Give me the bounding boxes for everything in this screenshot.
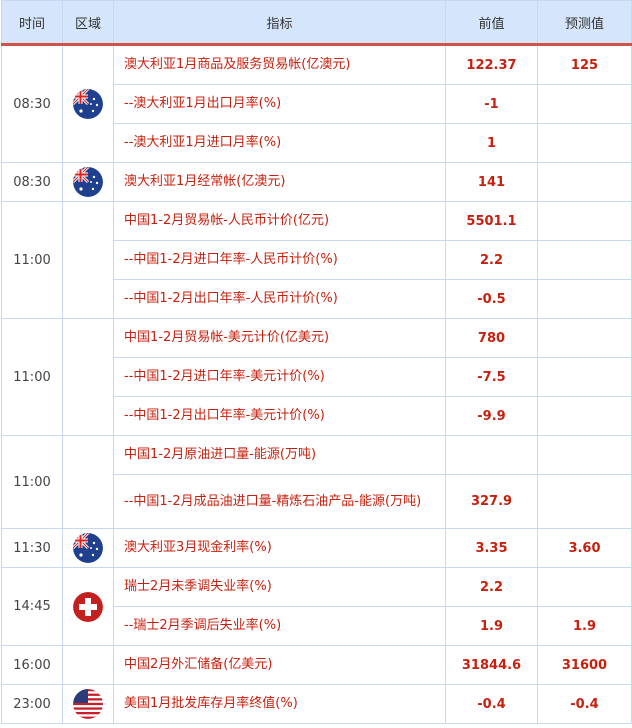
region-cell [62, 162, 114, 202]
indicator-name[interactable]: 中国1-2月贸易帐-人民币计价(亿元) [113, 201, 446, 241]
header-previous: 前值 [445, 0, 538, 46]
forecast-value [537, 474, 632, 529]
australia-flag-icon [73, 89, 103, 119]
event-time: 08:30 [1, 162, 63, 202]
table-row: 14:45 瑞士2月未季调失业率(%) 2.2 [1, 567, 632, 646]
table-row: 11:00 中国1-2月原油进口量-能源(万吨) [1, 435, 632, 529]
indicator-name[interactable]: --中国1-2月进口年率-人民币计价(%) [113, 240, 446, 280]
table-row: 08:30 澳大利亚1月经常帐(亿澳元) 141 [1, 162, 632, 202]
event-time: 08:30 [1, 44, 63, 163]
previous-value: -7.5 [445, 357, 538, 397]
indicator-name[interactable]: 中国1-2月原油进口量-能源(万吨) [113, 435, 446, 475]
previous-value: 5501.1 [445, 201, 538, 241]
previous-value: 31844.6 [445, 645, 538, 685]
indicator-name[interactable]: --中国1-2月进口年率-美元计价(%) [113, 357, 446, 397]
region-cell [62, 645, 114, 685]
event-time: 11:30 [1, 528, 63, 568]
previous-value: 141 [445, 162, 538, 202]
indicator-name[interactable]: 中国2月外汇储备(亿美元) [113, 645, 446, 685]
table-row: --中国1-2月出口年率-人民币计价(%) -0.5 [2, 279, 632, 319]
forecast-value [537, 201, 632, 241]
forecast-value: 3.60 [537, 528, 632, 568]
forecast-value [537, 240, 632, 280]
table-row: --澳大利亚1月进口月率(%) 1 [2, 123, 632, 163]
forecast-value [537, 567, 632, 607]
previous-value: -0.4 [445, 684, 538, 724]
region-cell [62, 201, 114, 319]
header-indicator: 指标 [113, 0, 446, 46]
event-time: 11:00 [1, 435, 63, 529]
event-time: 11:00 [1, 201, 63, 319]
indicator-name[interactable]: 中国1-2月贸易帐-美元计价(亿美元) [113, 318, 446, 358]
indicator-name[interactable]: --中国1-2月成品油进口量-精炼石油产品-能源(万吨) [113, 474, 446, 529]
event-time: 16:00 [1, 645, 63, 685]
forecast-value: 31600 [537, 645, 632, 685]
table-row: 11:00 中国1-2月贸易帐-美元计价(亿美元) 780 [1, 318, 632, 436]
header-forecast: 预测值 [537, 0, 632, 46]
event-time: 23:00 [1, 684, 63, 724]
previous-value: -9.9 [445, 396, 538, 436]
indicator-name[interactable]: --瑞士2月季调后失业率(%) [113, 606, 446, 646]
previous-value: 1 [445, 123, 538, 163]
forecast-value [537, 84, 632, 124]
previous-value [445, 435, 538, 475]
header-region: 区域 [62, 0, 114, 46]
header-time: 时间 [1, 0, 63, 46]
forecast-value [537, 435, 632, 475]
previous-value: 2.2 [445, 567, 538, 607]
indicator-name[interactable]: 澳大利亚1月商品及服务贸易帐(亿澳元) [113, 44, 446, 85]
table-row: 11:00 中国1-2月贸易帐-人民币计价(亿元) 5501.1 [1, 201, 632, 319]
previous-value: 2.2 [445, 240, 538, 280]
indicator-name[interactable]: 美国1月批发库存月率终值(%) [113, 684, 446, 724]
indicator-name[interactable]: 瑞士2月未季调失业率(%) [113, 567, 446, 607]
table-row: 08:30 澳大利亚1月商品及服务贸易帐(亿澳元) 122.37 125 [1, 44, 632, 163]
switzerland-flag-icon [73, 591, 103, 622]
forecast-value [537, 123, 632, 163]
header-row: 时间 区域 指标 前值 预测值 [1, 0, 632, 46]
previous-value: 327.9 [445, 474, 538, 529]
forecast-value [537, 318, 632, 358]
region-cell [62, 567, 114, 646]
forecast-value: 125 [537, 44, 632, 85]
indicator-name[interactable]: 澳大利亚1月经常帐(亿澳元) [113, 162, 446, 202]
forecast-value: 1.9 [537, 606, 632, 646]
indicator-name[interactable]: --澳大利亚1月出口月率(%) [113, 84, 446, 124]
table-row: --中国1-2月出口年率-美元计价(%) -9.9 [2, 396, 632, 436]
forecast-value [537, 162, 632, 202]
table-row: 23:00 美国1月批发库存月率终值(%) -0.4 -0.4 [1, 684, 632, 724]
event-time: 14:45 [1, 567, 63, 646]
forecast-value: -0.4 [537, 684, 632, 724]
indicator-name[interactable]: 澳大利亚3月现金利率(%) [113, 528, 446, 568]
region-cell [62, 684, 114, 724]
forecast-value [537, 357, 632, 397]
region-cell [62, 44, 114, 163]
previous-value: 122.37 [445, 44, 538, 85]
previous-value: -0.5 [445, 279, 538, 319]
indicator-name[interactable]: --中国1-2月出口年率-美元计价(%) [113, 396, 446, 436]
table-row: 11:30 澳大利亚3月现金利率(%) 3.35 3.60 [1, 528, 632, 568]
event-time: 11:00 [1, 318, 63, 436]
previous-value: 780 [445, 318, 538, 358]
indicator-name[interactable]: --中国1-2月出口年率-人民币计价(%) [113, 279, 446, 319]
australia-flag-icon [73, 167, 103, 197]
previous-value: 3.35 [445, 528, 538, 568]
region-cell [62, 528, 114, 568]
region-cell [62, 435, 114, 529]
usa-flag-icon [73, 689, 103, 719]
previous-value: -1 [445, 84, 538, 124]
table-row: --中国1-2月成品油进口量-精炼石油产品-能源(万吨) 327.9 [2, 474, 632, 529]
region-cell [62, 318, 114, 436]
indicator-name[interactable]: --澳大利亚1月进口月率(%) [113, 123, 446, 163]
australia-flag-icon [73, 533, 103, 563]
table-row: --澳大利亚1月出口月率(%) -1 [2, 84, 632, 124]
forecast-value [537, 279, 632, 319]
table-body: 08:30 澳大利亚1月商品及服务贸易帐(亿澳元) 122.37 125 --澳大利亚1… [1, 44, 632, 724]
previous-value: 1.9 [445, 606, 538, 646]
forecast-value [537, 396, 632, 436]
table-row: 16:00 中国2月外汇储备(亿美元) 31844.6 31600 [1, 645, 632, 685]
